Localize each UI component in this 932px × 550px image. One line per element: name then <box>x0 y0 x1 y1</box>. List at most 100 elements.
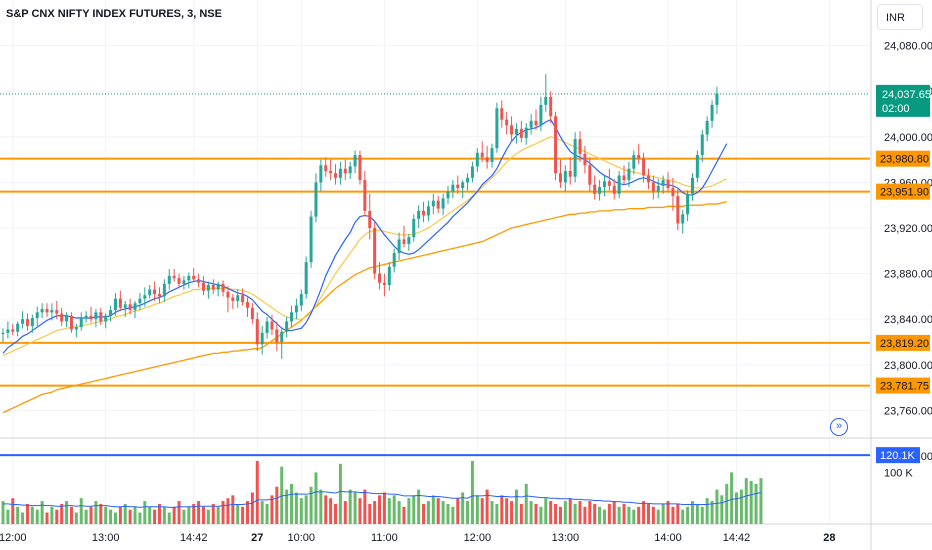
volume-bar <box>280 466 284 524</box>
candle <box>705 116 709 142</box>
candle-body <box>45 308 49 313</box>
candle <box>123 300 127 317</box>
candle <box>348 161 352 179</box>
candle-body <box>30 318 34 327</box>
volume-bar <box>226 498 230 524</box>
volume-bar <box>162 506 166 524</box>
candle <box>397 232 401 260</box>
candle <box>646 168 650 190</box>
candle <box>690 173 694 201</box>
candle-body <box>593 184 597 194</box>
candle <box>666 172 670 192</box>
price-tick-label: 23,840.00 <box>884 314 932 326</box>
volume-bar <box>461 492 465 524</box>
candle-body <box>294 305 298 313</box>
volume-bar <box>622 503 626 524</box>
volume-bar <box>138 512 142 524</box>
candle <box>226 286 230 313</box>
volume-bar <box>514 489 518 524</box>
volume-bar <box>334 503 338 524</box>
candle <box>260 326 264 355</box>
candle-body <box>690 177 694 194</box>
volume-bar <box>505 498 509 524</box>
price-level-label-bg <box>876 377 930 394</box>
candle <box>470 161 474 183</box>
candle-body <box>519 128 523 138</box>
candle <box>598 180 602 201</box>
volume-bar <box>94 501 98 524</box>
volume-bar <box>21 512 25 524</box>
candle-body <box>182 280 186 284</box>
candle <box>280 327 284 360</box>
volume-bar <box>363 489 367 524</box>
volume-bar <box>148 506 152 524</box>
candle <box>133 300 137 319</box>
volume-bar <box>368 503 372 524</box>
volume-bar <box>695 503 699 524</box>
candle-body <box>201 282 205 291</box>
candle <box>187 272 191 289</box>
candle <box>407 233 411 251</box>
candle <box>50 303 54 321</box>
candle <box>368 193 372 240</box>
candle <box>363 170 367 217</box>
volume-bar <box>246 501 249 524</box>
candle-body <box>192 275 196 280</box>
candle <box>700 129 704 162</box>
candle-body <box>514 128 518 135</box>
volume-bar <box>157 503 161 524</box>
candle-body <box>431 200 435 207</box>
candle <box>304 256 308 299</box>
candle <box>495 102 499 153</box>
candle-body <box>260 332 264 345</box>
candle-body <box>74 327 78 330</box>
candle-body <box>216 283 220 290</box>
candle <box>246 297 249 317</box>
candle-body <box>480 152 484 158</box>
candle-body <box>426 206 430 216</box>
price-level-label: 23,980.80 <box>880 154 929 166</box>
volume-bar <box>128 509 132 524</box>
candle <box>294 298 298 320</box>
candle-body <box>6 329 10 333</box>
candle <box>343 159 347 181</box>
candle-body <box>602 181 606 187</box>
volume-bar <box>358 498 362 524</box>
currency-selector[interactable]: INR <box>877 4 923 30</box>
candle-body <box>280 331 284 342</box>
candle <box>573 132 577 183</box>
candle-body <box>715 93 719 105</box>
price-tick-label: 23,920.00 <box>884 223 932 235</box>
volume-bar <box>436 498 440 524</box>
volume-bar <box>133 506 137 524</box>
volume-bar <box>549 501 553 524</box>
candle-body <box>470 166 474 178</box>
volume-bar <box>588 501 592 524</box>
volume-bar <box>40 501 44 524</box>
volume-bar <box>617 506 621 524</box>
candle <box>338 161 342 185</box>
volume-bar <box>11 498 15 524</box>
volume-bar <box>686 506 690 524</box>
candle <box>11 323 15 336</box>
candle <box>510 116 514 142</box>
volume-bar <box>294 492 298 524</box>
candle-body <box>197 279 201 283</box>
candle <box>661 175 665 194</box>
candle <box>21 311 25 329</box>
candle <box>656 178 660 199</box>
candle <box>637 143 641 165</box>
volume-bar <box>65 501 69 524</box>
volume-bar <box>255 460 259 524</box>
candle-body <box>65 315 69 322</box>
candle-body <box>21 319 25 324</box>
volume-bar <box>607 503 611 524</box>
candle <box>671 177 675 211</box>
scroll-to-realtime-icon[interactable]: » <box>830 418 848 436</box>
candle <box>563 165 567 192</box>
volume-bar <box>544 498 548 524</box>
candle <box>392 248 396 273</box>
candle <box>216 281 220 297</box>
candle-body <box>529 120 533 128</box>
